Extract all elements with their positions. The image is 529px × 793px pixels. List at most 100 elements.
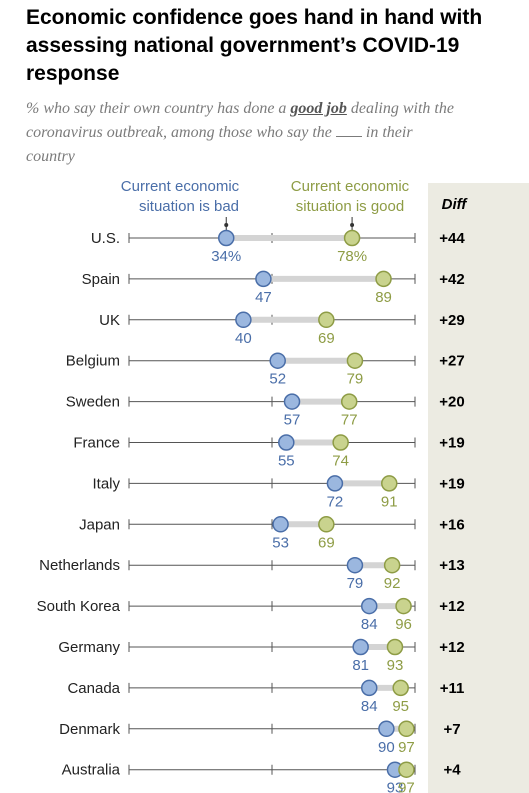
country-label: Germany [58, 639, 120, 656]
bad-dot [360, 597, 378, 615]
diff-value: +42 [439, 271, 464, 288]
country-label: UK [99, 312, 120, 329]
country-label: Australia [62, 762, 121, 779]
bad-value-label: 90 [378, 739, 395, 756]
bad-value-label: 47 [255, 289, 272, 306]
bad-dot [352, 638, 369, 656]
bad-dot [255, 270, 272, 288]
bad-dot [360, 679, 378, 697]
chart-row: Spain 47 89 +42 [82, 270, 465, 306]
diff-value: +7 [443, 721, 460, 738]
bad-value-label: 79 [347, 575, 364, 592]
bad-value-label: 72 [327, 493, 344, 510]
bad-value-label: 40 [235, 330, 252, 347]
good-dot [395, 597, 412, 615]
bad-dot [278, 434, 295, 451]
diff-value: +12 [439, 639, 464, 656]
good-dot [386, 638, 404, 656]
good-value-label: 69 [318, 534, 335, 551]
country-label: U.S. [91, 230, 120, 247]
legend: Current economic situation is bad Curren… [121, 178, 410, 231]
bad-value-label: 57 [284, 412, 301, 429]
good-value-label: 92 [384, 575, 401, 592]
chart-row: Germany 81 93 +12 [58, 638, 465, 674]
country-label: Belgium [66, 353, 120, 370]
bad-dot [269, 352, 286, 369]
chart-row: Japan 53 69 +16 [79, 516, 465, 551]
good-dot [343, 229, 361, 247]
bad-dot [217, 229, 235, 247]
good-dot [398, 761, 415, 778]
good-value-label: 95 [392, 698, 409, 715]
good-dot [381, 475, 398, 492]
chart-row: UK 40 69 +29 [99, 311, 465, 347]
chart-row: France 55 74 +19 [73, 434, 465, 470]
good-dot [398, 720, 415, 738]
good-value-label: 78% [337, 248, 367, 265]
country-label: Denmark [59, 721, 120, 738]
bad-dot [378, 720, 395, 738]
bad-value-label: 84 [361, 616, 378, 633]
country-label: Japan [79, 516, 120, 533]
good-dot [375, 270, 392, 288]
bad-value-label: 55 [278, 453, 295, 470]
good-dot [332, 434, 349, 451]
good-value-label: 91 [381, 493, 398, 510]
legend-bad-line-1: Current economic [121, 178, 240, 195]
diff-column-background [428, 183, 529, 793]
diff-value: +11 [440, 680, 465, 697]
diff-value: +16 [439, 516, 464, 533]
bad-value-label: 93 [387, 780, 404, 793]
good-dot [318, 516, 335, 533]
chart-title: Economic confidence goes hand in hand wi… [26, 6, 483, 85]
bad-dot [272, 516, 289, 533]
diff-value: +19 [439, 475, 464, 492]
diff-value: +13 [439, 557, 464, 574]
chart-rows: U.S. 34% 78% +44 Spain 47 89 +42 UK 40 69 +29 Belgiu… [37, 229, 465, 793]
diff-value: +19 [439, 435, 464, 452]
subtitle-blank [335, 124, 362, 137]
bad-dot [346, 556, 364, 574]
chart-row: Italy 72 91 +19 [92, 475, 465, 510]
diff-value: +44 [439, 230, 465, 247]
legend-good-pointer-dot [350, 223, 355, 227]
chart-row: Sweden 57 77 +20 [66, 393, 465, 429]
bad-value-label: 81 [352, 657, 369, 674]
subtitle-emphasis: good job [290, 100, 347, 117]
bad-value-label: 34% [211, 248, 241, 265]
legend-good-line-1: Current economic [291, 178, 410, 195]
bad-value-label: 84 [361, 698, 378, 715]
good-value-label: 79 [347, 371, 364, 388]
chart-row: South Korea 84 96 +12 [37, 597, 465, 633]
chart-row: Denmark 90 97 +7 [59, 720, 461, 756]
diff-value: +12 [439, 598, 464, 615]
bad-dot [235, 311, 252, 329]
good-dot [383, 556, 401, 574]
bad-dot [283, 393, 301, 410]
diff-value: +20 [439, 394, 464, 411]
diff-value: +29 [439, 312, 464, 329]
good-value-label: 96 [395, 616, 412, 633]
country-label: Italy [92, 475, 120, 492]
good-value-label: 89 [375, 289, 392, 306]
diff-value: +27 [439, 353, 464, 370]
subtitle-part-1: % who say their own country has done a [26, 100, 291, 117]
good-value-label: 93 [387, 657, 404, 674]
country-label: France [73, 435, 120, 452]
country-label: Netherlands [39, 557, 120, 574]
good-value-label: 97 [398, 739, 415, 756]
chart-row: Netherlands 79 92 +13 [39, 556, 465, 592]
chart-row: Belgium 52 79 +27 [66, 352, 465, 388]
country-label: Sweden [66, 394, 120, 411]
chart-subtitle: % who say their own country has done a g… [26, 97, 456, 169]
good-value-label: 97 [398, 780, 415, 793]
good-dot [346, 352, 364, 369]
good-dot [318, 311, 335, 329]
diff-value: +4 [443, 762, 461, 779]
subtitle-part-3: in their country [26, 124, 413, 165]
country-label: South Korea [37, 598, 121, 615]
chart-row: Canada 84 95 +11 [67, 679, 465, 715]
bad-dot [326, 475, 344, 492]
